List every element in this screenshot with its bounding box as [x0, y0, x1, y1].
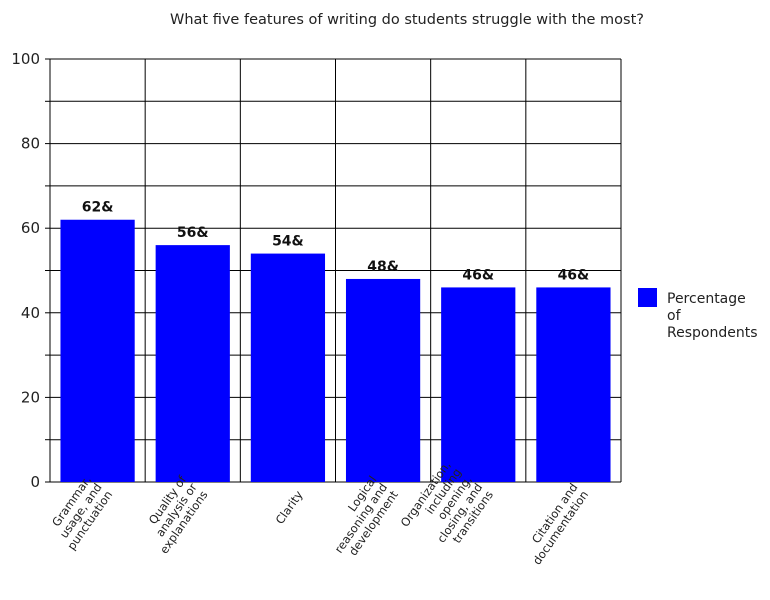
y-tick-label: 60	[21, 219, 40, 237]
legend-swatch	[638, 288, 657, 307]
data-label: 56&	[177, 225, 209, 241]
x-category-label-line: Clarity	[273, 488, 306, 527]
legend-label: Percentage	[667, 291, 746, 307]
bar	[250, 253, 326, 482]
bar	[441, 287, 516, 482]
grid	[49, 58, 622, 483]
y-tick-label: 20	[21, 388, 40, 406]
data-label: 54&	[272, 234, 304, 250]
x-category-label: Clarity	[273, 488, 306, 527]
data-label: 48&	[367, 259, 399, 275]
bar	[60, 219, 135, 483]
data-labels: 62&56&54&48&46& 46&	[82, 200, 590, 284]
data-label: 46&	[558, 267, 590, 283]
bars	[60, 219, 611, 483]
bar	[536, 287, 611, 482]
legend-label: Respondents	[667, 325, 758, 341]
bar	[345, 278, 421, 482]
y-tick-label: 100	[11, 50, 40, 68]
y-tick-label: 80	[21, 135, 40, 153]
y-axis: 0 20 40 60 80 100	[11, 50, 50, 491]
chart-title: What five features of writing do student…	[170, 12, 644, 28]
bar	[155, 245, 230, 482]
data-label: 62&	[82, 200, 114, 216]
legend-label: of	[667, 308, 682, 324]
data-label: 46&	[462, 267, 494, 283]
y-tick-label: 0	[30, 473, 40, 491]
y-tick-label: 40	[21, 304, 40, 322]
